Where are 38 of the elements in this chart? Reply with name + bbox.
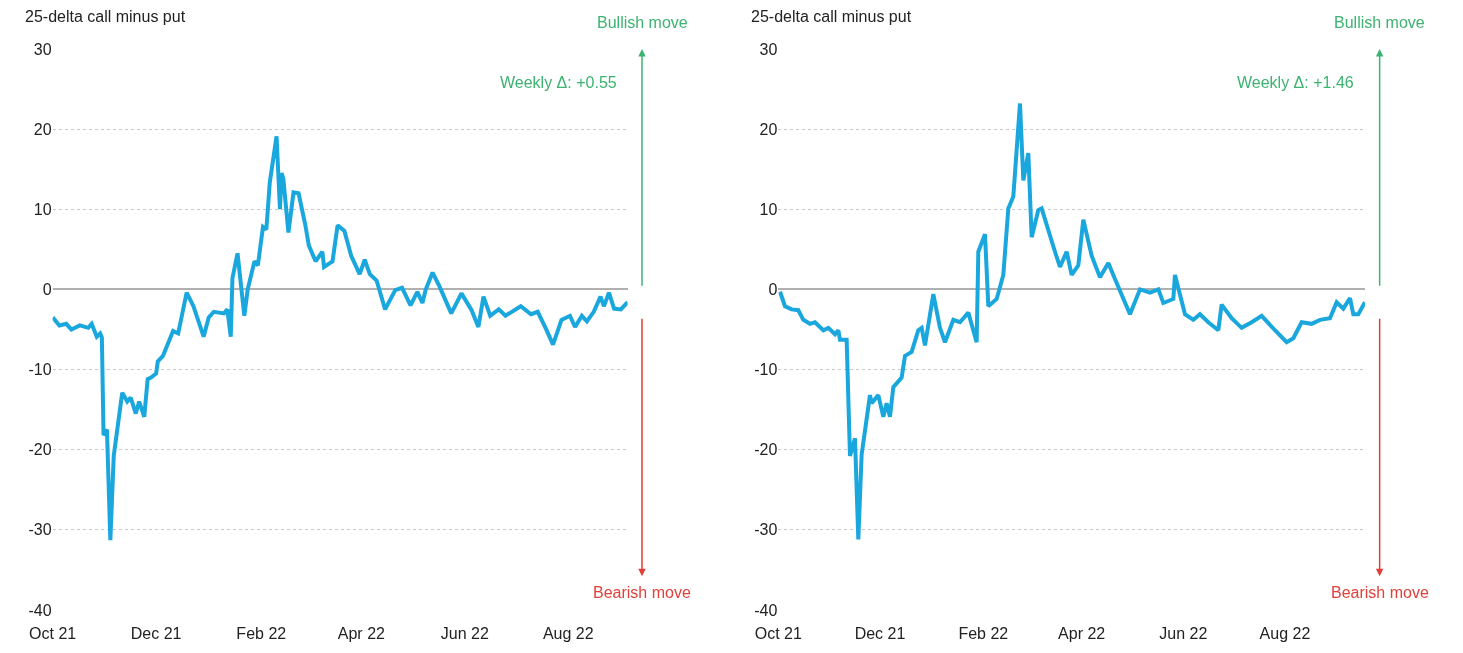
y-tick-label: -30 (754, 521, 778, 539)
x-tick-label: Dec 21 (854, 624, 906, 642)
y-tick-label: -40 (754, 601, 778, 619)
line-series (778, 101, 1365, 542)
chart-title: 25-delta call minus put (25, 8, 186, 25)
line-series (52, 134, 628, 543)
y-tick-label: -10 (28, 361, 52, 379)
y-tick-label: -20 (28, 441, 52, 459)
x-tick-label: Aug 22 (1259, 624, 1311, 642)
y-tick-label: 0 (42, 280, 52, 298)
x-tick-label: Feb 22 (236, 624, 287, 642)
x-tick-label: Apr 22 (1058, 624, 1106, 642)
annotation: Weekly Δ: +0.55 (500, 74, 617, 91)
y-tick-label: 10 (759, 200, 778, 218)
x-tick-label: Jun 22 (440, 624, 489, 642)
x-tick-label: Jun 22 (1159, 624, 1208, 642)
y-tick-label: 20 (33, 120, 52, 138)
chart-title: 25-delta call minus put (751, 8, 912, 25)
y-tick-label: 20 (759, 120, 778, 138)
y-tick-label: -10 (754, 361, 778, 379)
text: Bullish move (597, 14, 688, 31)
text: Bullish move (1334, 14, 1425, 31)
y-tick-label: -20 (754, 441, 778, 459)
x-tick-label: Feb 22 (958, 624, 1009, 642)
x-tick-label: Aug 22 (542, 624, 594, 642)
x-tick-label: Apr 22 (337, 624, 386, 642)
annotation: Bearish move (1331, 584, 1429, 601)
annotation: Weekly Δ: +1.46 (1237, 74, 1354, 91)
y-tick-label: -30 (28, 521, 52, 539)
x-tick-label: Oct 21 (29, 624, 77, 642)
y-tick-label: 0 (768, 280, 778, 298)
y-tick-label: 10 (33, 200, 52, 218)
annotation: Bearish move (593, 584, 691, 601)
y-tick-label: 30 (33, 40, 52, 58)
x-tick-label: Oct 21 (754, 624, 802, 642)
y-tick-label: 30 (759, 40, 778, 58)
x-tick-label: Dec 21 (130, 624, 182, 642)
y-tick-label: -40 (28, 601, 52, 619)
